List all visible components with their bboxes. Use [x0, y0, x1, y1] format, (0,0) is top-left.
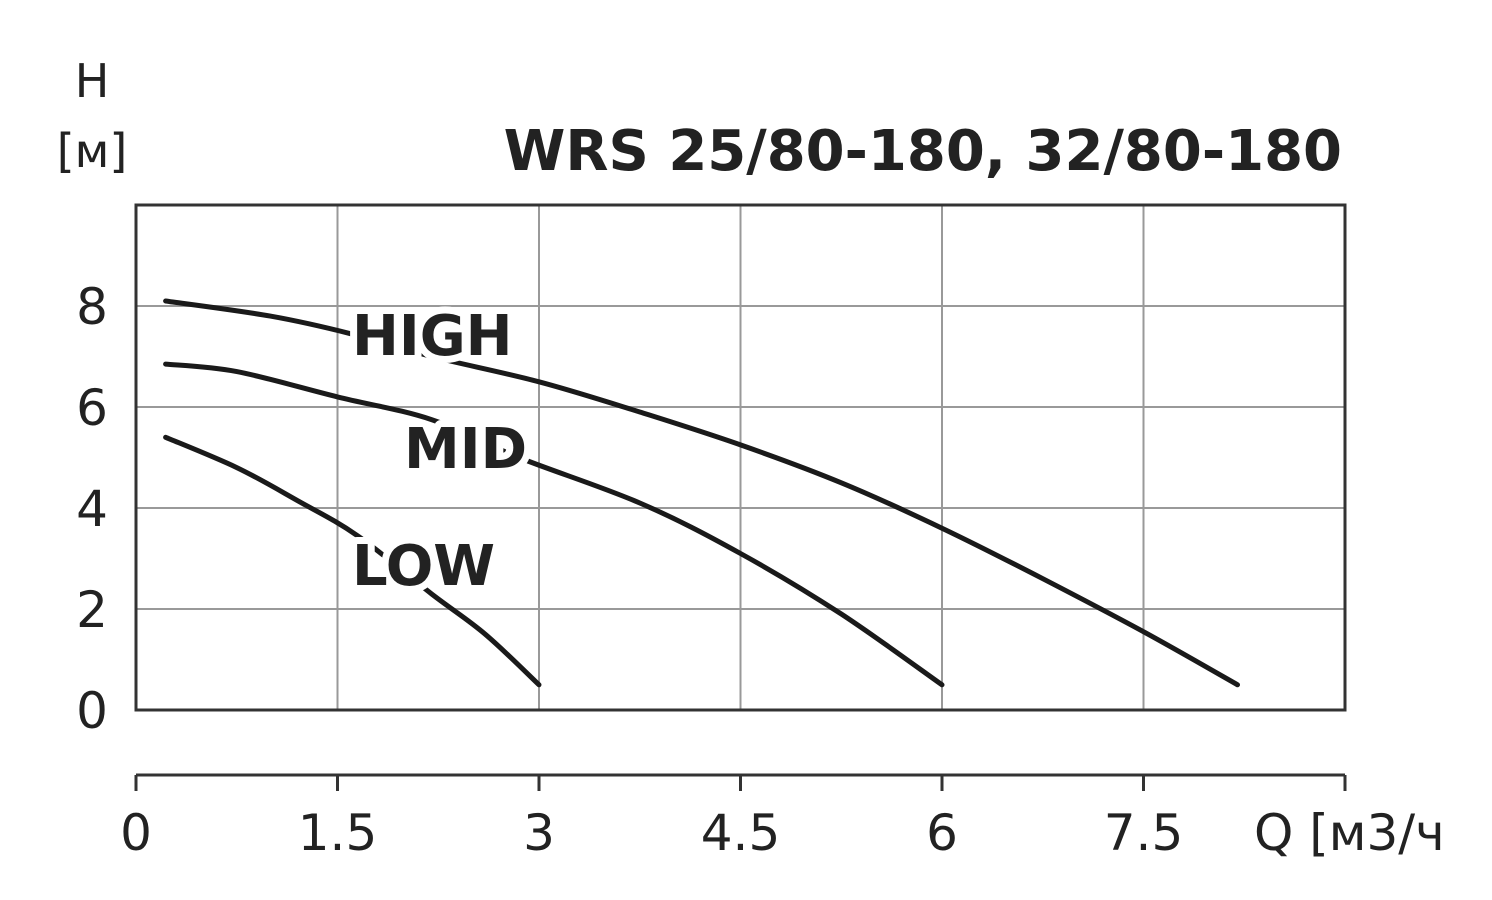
x-axis-label-clip: Q [м3/ч] [1254, 804, 1464, 862]
chart-title: WRS 25/80-180, 32/80-180 [504, 119, 1342, 184]
x-tick-label: 6 [926, 804, 958, 862]
x-axis [134, 773, 1347, 791]
grid-lines [135, 205, 1345, 711]
x-tick-label: 4.5 [701, 804, 781, 862]
x-axis-label: Q [м3/ч] [1254, 804, 1464, 862]
y-tick-label: 8 [76, 278, 108, 336]
tick-labels: 0 1.5 3 4.5 6 7.5 0 2 4 6 8 [76, 278, 1183, 862]
series-line-low [163, 434, 542, 688]
y-tick-label: 2 [76, 581, 108, 639]
y-tick-label: 6 [76, 379, 108, 437]
y-tick-label: 4 [76, 480, 108, 538]
series-line-mid [163, 361, 945, 688]
plot-frame [134, 203, 1347, 712]
x-tick-label: 1.5 [298, 804, 378, 862]
y-axis-unit: [м] [57, 124, 128, 178]
x-tick-label: 3 [523, 804, 555, 862]
series-label-low: LOW [352, 534, 495, 599]
x-tick-label: 0 [120, 804, 152, 862]
y-axis-symbol: H [75, 54, 110, 108]
series-label-high: HIGH [352, 304, 513, 369]
y-tick-label: 0 [76, 682, 108, 740]
x-tick-label: 7.5 [1104, 804, 1184, 862]
series-label-mid: MID [404, 417, 527, 482]
series-line-high [163, 298, 1240, 688]
series-layer: HIGH MID LOW [163, 297, 1240, 688]
